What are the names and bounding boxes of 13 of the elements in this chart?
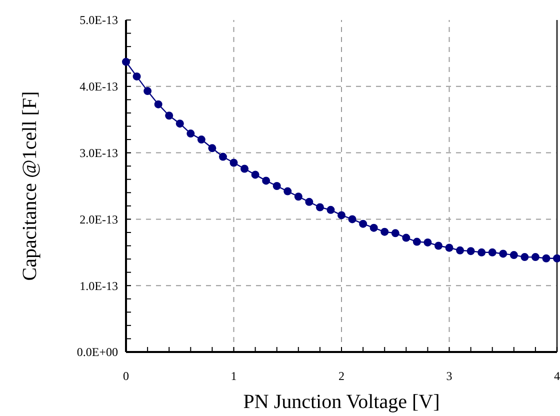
x-tick-label: 3 [446,369,452,383]
y-tick-label: 4.0E-13 [80,80,118,94]
y-tick-label: 2.0E-13 [80,212,118,226]
x-tick-label: 4 [554,369,560,383]
x-axis-title: PN Junction Voltage [V] [243,391,440,413]
x-tick-label: 0 [123,369,129,383]
y-axis-title: Capacitance @1cell [F] [19,91,41,281]
y-tick-label: 5.0E-13 [80,13,118,28]
x-tick-label: 1 [230,369,237,383]
y-tick-label: 1.0E-13 [80,278,118,293]
x-tick-label: 2 [338,369,344,383]
y-tick-label: 0.0E+00 [76,345,118,360]
y-tick-label: 3.0E-13 [80,146,118,160]
